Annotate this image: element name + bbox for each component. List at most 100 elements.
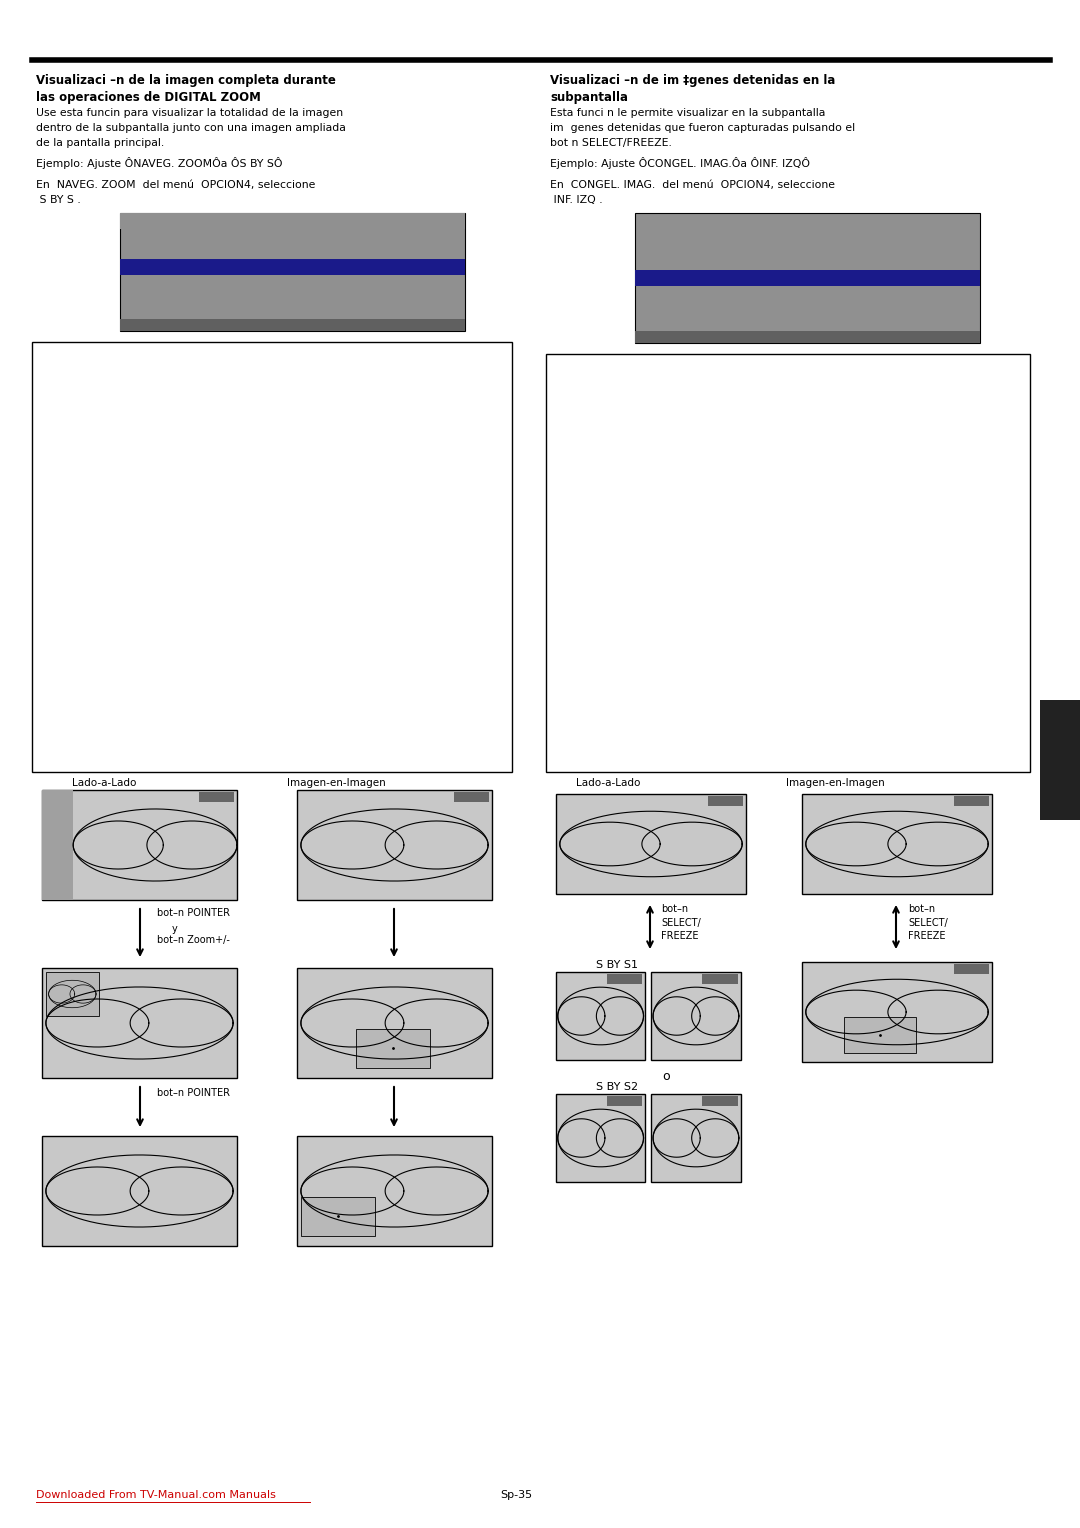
Text: ↑ PAG. ANTERIOR: ↑ PAG. ANTERIOR: [129, 231, 203, 238]
Text: : ◄INF. IZQ  ►: : ◄INF. IZQ ►: [810, 270, 872, 280]
Bar: [702, 973, 738, 984]
Text: bot–n: bot–n: [908, 905, 935, 914]
Text: INSERT. TEXT: INSERT. TEXT: [140, 322, 194, 332]
Text: al pulsar el bot SELECT/FREEZE se visualizar en la: al pulsar el bot SELECT/FREEZE se visual…: [556, 611, 816, 620]
Bar: [702, 1096, 738, 1106]
Text: Esta funci n le permite visualizar en la subpantalla: Esta funci n le permite visualizar en la…: [550, 108, 825, 118]
Text: bot–n POINTER: bot–n POINTER: [157, 1088, 230, 1099]
Text: SELECT/FREEZE mientras se ejecuta.: SELECT/FREEZE mientras se ejecuta.: [561, 468, 759, 478]
Text: CAMBIO RAPID: CAMBIO RAPID: [654, 287, 717, 296]
Bar: [120, 212, 465, 332]
Text: →NAVEG. ZOOM: →NAVEG. ZOOM: [124, 260, 198, 269]
Text: * Esta funci n se cancelar al establecer una visualizaci: * Esta funci n se cancelar al establecer…: [42, 442, 326, 451]
Text: a doble pantalla.: a doble pantalla.: [46, 455, 140, 465]
Bar: [556, 795, 746, 894]
Text: OPCION4: OPCION4: [723, 214, 769, 223]
Text: Visualizaci –n de la imagen completa durante: Visualizaci –n de la imagen completa dur…: [36, 73, 336, 87]
Text: Informaci     n: Informaci n: [561, 367, 637, 376]
Text: S BY S1, 2: Las im genes detenidas que fueron: S BY S1, 2: Las im genes detenidas que f…: [556, 553, 799, 562]
Bar: [651, 972, 741, 1060]
Text: CAMBIO RAPID: CAMBIO RAPID: [140, 287, 202, 296]
Bar: [42, 790, 237, 900]
Bar: [42, 1135, 237, 1245]
Text: OFF: No se visualizar la imagen completa en la: OFF: No se visualizar la imagen completa…: [42, 494, 286, 503]
Text: ◄Ajustes NAVEG. ZOOM: ◄Ajustes NAVEG. ZOOM: [42, 474, 199, 487]
Text: S BY S .: S BY S .: [36, 196, 81, 205]
Text: y: y: [172, 924, 178, 934]
Text: :  Ñ: : Ñ: [810, 312, 824, 321]
Bar: [454, 792, 489, 802]
Bar: [120, 212, 465, 229]
Bar: [297, 969, 492, 1077]
Text: 4 / 4: 4 / 4: [935, 214, 957, 223]
Text: En  CONGEL. IMAG.  del menú  OPCION4, seleccione: En CONGEL. IMAG. del menú OPCION4, selec…: [550, 180, 835, 189]
Text: Ejemplo: Ajuste ÔCONGEL. IMAG.Ôa ÔINF. IZQÔ: Ejemplo: Ajuste ÔCONGEL. IMAG.Ôa ÔINF. I…: [550, 157, 810, 170]
Bar: [802, 795, 993, 894]
Text: Sp-35: Sp-35: [500, 1490, 532, 1500]
Text: OFF: No se visualizar la imagen detenida.: OFF: No se visualizar la imagen detenida…: [556, 536, 772, 547]
Bar: [42, 969, 237, 1077]
Text: SELEC1: SELEC1: [145, 299, 176, 309]
Text: S BY S1: S BY S1: [596, 960, 638, 970]
Text: subpantalla.: subpantalla.: [46, 507, 110, 516]
Text: INF. IZQ~SUP. IZQ: Las im genes detenidas capturadas: INF. IZQ~SUP. IZQ: Las im genes detenida…: [556, 597, 841, 607]
Bar: [199, 792, 234, 802]
Text: INF. IZQ .: INF. IZQ .: [550, 196, 603, 205]
Text: Imagen-en-Imagen: Imagen-en-Imagen: [287, 778, 386, 788]
Text: bot–n: bot–n: [661, 905, 688, 914]
Text: RGB/PC1: RGB/PC1: [609, 973, 636, 979]
Text: RGB/PC1: RGB/PC1: [956, 796, 983, 801]
Text: :  Ñ: : Ñ: [295, 299, 309, 309]
Text: 4 / 4: 4 / 4: [420, 214, 442, 223]
Bar: [32, 342, 512, 772]
Text: RGB/PC1: RGB/PC1: [201, 792, 228, 798]
Bar: [301, 1196, 375, 1236]
Bar: [546, 354, 1030, 772]
Text: RGB/PC1: RGB/PC1: [710, 796, 737, 801]
Text: ↕SEL.    ◄►ADJ.    [EXIT]RETURN: ↕SEL. ◄►ADJ. [EXIT]RETURN: [642, 332, 754, 339]
Text: visualizar n en la subpantalla en el modo lado-a-lado.: visualizar n en la subpantalla en el mod…: [556, 581, 836, 591]
Text: SELEC2: SELEC2: [145, 312, 176, 321]
Bar: [42, 790, 73, 900]
Text: bot–n POINTER: bot–n POINTER: [157, 908, 230, 918]
Bar: [1040, 700, 1080, 821]
Bar: [707, 796, 743, 805]
Text: las operaciones de DIGITAL ZOOM: las operaciones de DIGITAL ZOOM: [36, 92, 261, 104]
Text: funcionando  CONGEL. IMAG.: funcionando CONGEL. IMAG.: [46, 423, 204, 434]
Bar: [954, 796, 989, 805]
Text: * Esta funci n no funciona durante el modo multipantalla.: * Esta funci n no funciona durante el mo…: [556, 406, 856, 416]
Text: * Esta funci n se cancelar al establecer una visualizaci: * Esta funci n se cancelar al establecer…: [556, 484, 840, 495]
Text: o: o: [662, 1070, 670, 1083]
Text: en la subpantalla del modo imagen-en-imagen.: en la subpantalla del modo imagen-en-ima…: [46, 568, 294, 579]
Text: SELEC2: SELEC2: [660, 312, 691, 321]
Text: SELECT/: SELECT/: [661, 918, 701, 927]
Text: Downloaded From TV-Manual.com Manuals: Downloaded From TV-Manual.com Manuals: [36, 1490, 275, 1500]
Text: dentro de la subpantalla junto con una imagen ampliada: dentro de la subpantalla junto con una i…: [36, 122, 346, 133]
Text: FREEZE: FREEZE: [661, 931, 699, 941]
Text: RGB/PC1: RGB/PC1: [956, 964, 983, 969]
Text: CONGEL. IMAG.: CONGEL. IMAG.: [140, 277, 205, 286]
Text: INSERT. TEXT: INSERT. TEXT: [654, 322, 710, 332]
Text: →CONGEL. IMAG.: →CONGEL. IMAG.: [639, 270, 718, 280]
Text: * Se cancelar esta funci n si se pulsa nuevamente el bot: * Se cancelar esta funci n si se pulsa n…: [556, 454, 850, 465]
Text: ◄Ajustes CONGEL. IMAG.: ◄Ajustes CONGEL. IMAG.: [556, 518, 720, 532]
Text: :  Ñ: : Ñ: [810, 299, 824, 309]
Text: RGB/PC1: RGB/PC1: [456, 792, 483, 798]
Text: :  OFF: : OFF: [810, 322, 835, 332]
Bar: [843, 1018, 916, 1053]
Text: NAVEG. ZOOM: NAVEG. ZOOM: [642, 257, 702, 264]
Bar: [46, 972, 98, 1016]
Bar: [635, 270, 980, 286]
Text: RGB/PC1: RGB/PC1: [704, 1096, 731, 1102]
Bar: [556, 1094, 646, 1183]
Text: a doble pantalla.: a doble pantalla.: [561, 500, 654, 509]
Text: bot n SELECT/FREEZE.: bot n SELECT/FREEZE.: [550, 138, 672, 148]
Text: RGB/PC1: RGB/PC1: [609, 1096, 636, 1102]
Text: SELECT/: SELECT/: [908, 918, 948, 927]
Text: se est ejecutando esta funci.: se est ejecutando esta funci.: [561, 437, 717, 448]
Bar: [297, 790, 492, 900]
Text: FREEZE: FREEZE: [908, 931, 945, 941]
Text: Visualizaci –n de im ‡genes detenidas en la: Visualizaci –n de im ‡genes detenidas en…: [550, 73, 835, 87]
Text: ◄Funci –n CONGEL. IMAG.: ◄Funci –n CONGEL. IMAG.: [556, 387, 725, 399]
Text: :  Ñ: : Ñ: [295, 312, 309, 321]
